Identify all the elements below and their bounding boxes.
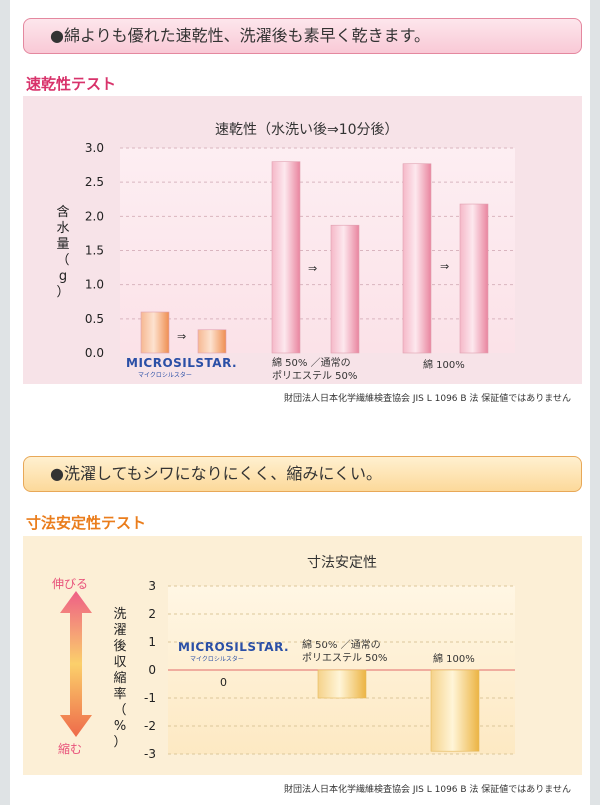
chart2-y-axis-label: 洗濯後収縮率（%） <box>112 607 128 751</box>
chart1-y-tick-label: 3.0 <box>85 141 104 155</box>
chart1-source-note: 財団法人日本化学繊維検査協会 JIS L 1096 B 法 保証値ではありません <box>284 394 572 404</box>
chart1-arrow-2: ⇒ <box>308 262 318 275</box>
shrink-label: 縮む <box>58 742 83 756</box>
chart1-bar <box>271 161 301 354</box>
chart1-category-3-label: 綿 100% <box>423 360 465 371</box>
chart1-bar <box>459 203 489 354</box>
chart1-brand-logo: MICROSILSTAR. マイクロシルスター <box>126 356 237 379</box>
wrinkle-banner: ●洗濯してもシワになりにくく、縮みにくい。 <box>23 456 582 492</box>
chart2-category-2-label: 綿 50% ／通常の ポリエステル 50% <box>302 640 388 664</box>
quick-dry-section-title: 速乾性テスト <box>26 75 117 93</box>
brand-kana: マイクロシルスター <box>138 372 192 379</box>
brand-name: MICROSILSTAR. <box>126 356 238 370</box>
chart2-y-tick-label: 1 <box>148 635 156 649</box>
brand-kana-2: マイクロシルスター <box>190 656 244 663</box>
dimension-section-title: 寸法安定性テスト <box>26 514 147 532</box>
chart2-zero-value-label: 0 <box>220 676 227 689</box>
chart1-y-tick-label: 2.5 <box>85 175 104 189</box>
brand-name-2: MICROSILSTAR. <box>178 640 290 654</box>
chart2-title: 寸法安定性 <box>307 555 377 571</box>
chart1-arrow-3: ⇒ <box>440 260 450 273</box>
chart2-y-tick-label: -2 <box>144 719 156 733</box>
quick-dry-banner: ●綿よりも優れた速乾性、洗濯後も素早く乾きます。 <box>23 18 582 54</box>
chart1-y-tick-label: 1.0 <box>85 278 104 292</box>
stretch-shrink-arrow-icon <box>60 591 92 737</box>
chart2-y-tick-label: -3 <box>144 747 156 761</box>
chart2-y-tick-label: 3 <box>148 579 156 593</box>
chart1-y-tick-label: 0.5 <box>85 312 104 326</box>
chart2-y-tick-label: 2 <box>148 607 156 621</box>
chart2-brand-logo: MICROSILSTAR. マイクロシルスター <box>178 640 289 663</box>
chart2-y-axis-label-text: 洗濯後収縮率（%） <box>113 607 127 750</box>
chart1-arrow-1: ⇒ <box>177 330 187 343</box>
chart1-y-tick-label: 2.0 <box>85 209 104 223</box>
chart2-category-3-label: 綿 100% <box>433 654 475 665</box>
chart2-bar <box>430 669 480 752</box>
chart1-y-tick-label: 0.0 <box>85 346 104 360</box>
chart1-y-axis-label-text: 含水量（g） <box>56 205 70 300</box>
chart1-bar <box>197 329 227 354</box>
stretch-label: 伸びる <box>52 577 89 591</box>
chart2-y-tick-label: -1 <box>144 691 156 705</box>
chart1-bar <box>330 224 360 354</box>
chart1-category-2-label: 綿 50% ／通常の ポリエステル 50% <box>272 358 358 382</box>
chart1-plot-area <box>120 148 515 353</box>
chart1-bar <box>402 163 432 354</box>
chart2-y-tick-label: 0 <box>148 663 156 677</box>
chart1-y-axis-label: 含水量（g） <box>55 205 71 301</box>
chart1-bar <box>140 311 170 354</box>
chart1-title: 速乾性（水洗い後⇒10分後） <box>215 122 399 138</box>
chart2-source-note: 財団法人日本化学繊維検査協会 JIS L 1096 B 法 保証値ではありません <box>284 785 572 795</box>
chart1-y-tick-label: 1.5 <box>85 244 104 258</box>
chart2-bar <box>317 669 367 699</box>
